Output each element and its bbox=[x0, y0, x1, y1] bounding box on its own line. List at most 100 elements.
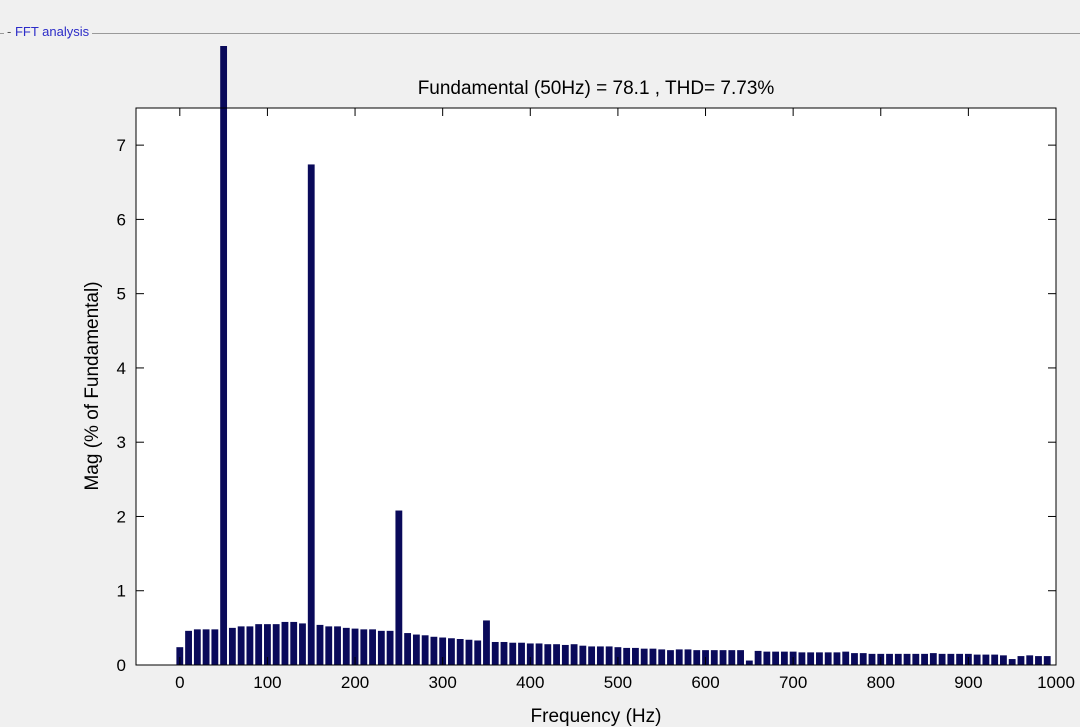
y-tick-label: 3 bbox=[117, 433, 126, 452]
plot-frame bbox=[135, 107, 1057, 666]
bar-660hz bbox=[754, 650, 762, 665]
bar-310hz bbox=[448, 638, 455, 665]
x-tick-label: 800 bbox=[867, 673, 895, 692]
bar-380hz bbox=[509, 642, 517, 665]
bar-880hz bbox=[947, 653, 955, 665]
bar-740hz bbox=[824, 652, 832, 665]
bar-470hz bbox=[588, 646, 596, 665]
bar-620hz bbox=[719, 650, 727, 665]
bar-450hz bbox=[570, 644, 578, 665]
x-tick-label: 600 bbox=[691, 673, 719, 692]
bar-160hz bbox=[316, 624, 324, 665]
bar-30hz bbox=[202, 629, 210, 665]
x-tick-label: 100 bbox=[253, 673, 281, 692]
bar-0hz bbox=[176, 647, 184, 665]
bar-490hz bbox=[605, 646, 613, 665]
bar-270hz bbox=[412, 634, 420, 665]
bar-420hz bbox=[544, 644, 552, 665]
x-tick-label: 300 bbox=[428, 673, 456, 692]
bar-340hz bbox=[474, 640, 482, 665]
bar-860hz bbox=[929, 653, 937, 665]
bar-990hz bbox=[1043, 656, 1051, 665]
bar-560hz bbox=[667, 650, 674, 665]
bar-370hz bbox=[500, 641, 508, 665]
bar-540hz bbox=[649, 648, 657, 665]
bar-180hz bbox=[334, 626, 341, 665]
bar-130hz bbox=[290, 621, 298, 665]
y-tick-label: 2 bbox=[117, 507, 126, 526]
y-tick-label: 0 bbox=[117, 656, 126, 675]
bar-10hz bbox=[185, 630, 192, 665]
bar-930hz bbox=[991, 654, 999, 665]
bar-20hz bbox=[193, 629, 201, 665]
bar-890hz bbox=[956, 653, 964, 665]
bar-850hz bbox=[921, 653, 928, 665]
bar-970hz bbox=[1026, 655, 1034, 665]
bar-260hz bbox=[404, 633, 412, 665]
bar-110hz bbox=[272, 624, 280, 665]
bar-730hz bbox=[816, 652, 823, 665]
bar-460hz bbox=[579, 645, 587, 665]
bar-530hz bbox=[640, 648, 648, 665]
bar-300hz bbox=[439, 637, 447, 665]
bar-330hz bbox=[465, 639, 473, 665]
bar-210hz bbox=[360, 629, 368, 665]
bar-350hz bbox=[483, 620, 490, 665]
bar-630hz bbox=[728, 650, 736, 665]
bar-770hz bbox=[851, 653, 858, 665]
bar-140hz bbox=[299, 623, 306, 665]
bar-550hz bbox=[658, 649, 666, 665]
bar-920hz bbox=[982, 654, 990, 665]
bar-820hz bbox=[894, 653, 902, 665]
bar-360hz bbox=[491, 641, 499, 665]
bar-690hz bbox=[780, 651, 788, 665]
bar-170hz bbox=[325, 626, 333, 665]
bar-90hz bbox=[255, 624, 263, 665]
plot-area bbox=[135, 107, 1057, 666]
bar-50hz bbox=[220, 46, 228, 665]
bar-series bbox=[176, 46, 1051, 665]
bar-940hz bbox=[1000, 655, 1007, 665]
bar-40hz bbox=[211, 629, 219, 665]
axis-ticks: 0 100 200 300 400 500 600 700 800 900 1000 0 1 2 3 4 5 6 7 bbox=[117, 108, 1075, 692]
bar-870hz bbox=[938, 653, 946, 665]
group-title: FFT analysis bbox=[4, 24, 93, 39]
bar-80hz bbox=[246, 626, 254, 665]
y-axis-label: Mag (% of Fundamental) bbox=[82, 281, 103, 490]
bar-750hz bbox=[833, 652, 841, 665]
bar-250hz bbox=[395, 510, 403, 665]
y-tick-label: 4 bbox=[117, 359, 126, 378]
bar-100hz bbox=[264, 624, 271, 665]
bar-760hz bbox=[842, 651, 850, 665]
bar-120hz bbox=[281, 621, 289, 665]
bar-230hz bbox=[377, 630, 385, 665]
bar-500hz bbox=[614, 647, 622, 665]
bar-710hz bbox=[798, 652, 806, 665]
bar-440hz bbox=[561, 644, 569, 665]
bar-610hz bbox=[710, 650, 718, 665]
x-tick-label: 500 bbox=[604, 673, 632, 692]
bar-510hz bbox=[623, 647, 631, 665]
y-tick-label: 1 bbox=[117, 582, 126, 601]
bar-790hz bbox=[868, 653, 876, 665]
bar-70hz bbox=[237, 626, 245, 665]
y-tick-label: 7 bbox=[117, 136, 126, 155]
bar-810hz bbox=[886, 653, 893, 665]
bar-570hz bbox=[675, 649, 683, 665]
bar-280hz bbox=[421, 635, 429, 665]
bar-650hz bbox=[745, 660, 753, 665]
x-tick-label: 900 bbox=[954, 673, 982, 692]
bar-980hz bbox=[1035, 656, 1042, 665]
bar-670hz bbox=[763, 651, 771, 665]
bar-830hz bbox=[903, 653, 911, 665]
fft-group-frame bbox=[0, 33, 1080, 727]
x-tick-label: 1000 bbox=[1037, 673, 1075, 692]
bar-290hz bbox=[430, 636, 438, 665]
bar-520hz bbox=[632, 647, 639, 665]
bar-410hz bbox=[535, 643, 543, 665]
chart-title: Fundamental (50Hz) = 78.1 , THD= 7.73% bbox=[418, 78, 775, 99]
bar-950hz bbox=[1008, 659, 1016, 665]
bar-590hz bbox=[693, 650, 701, 665]
x-tick-label: 400 bbox=[516, 673, 544, 692]
y-tick-label: 6 bbox=[117, 210, 126, 229]
